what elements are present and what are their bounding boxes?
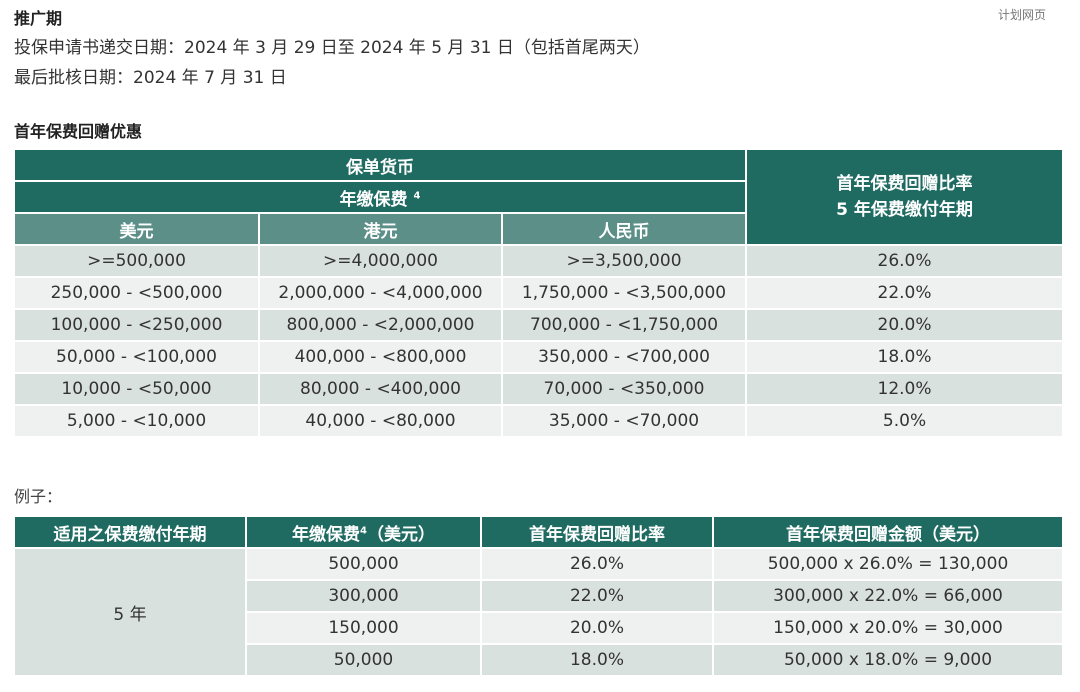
annual-premium-header: 年缴保费 4	[12, 180, 748, 214]
col-rmb-header: 人民币	[500, 212, 748, 246]
col-usd-header: 美元	[13, 212, 260, 246]
rate-cell: 26.0%	[745, 244, 1065, 278]
annual-premium-header-label: 年缴保费	[339, 189, 408, 210]
premium-cell: 300,000	[245, 579, 482, 613]
rate-cell: 12.0%	[745, 372, 1065, 406]
rmb-cell: >=3,500,000	[500, 244, 748, 278]
annual-premium-footnote: 4	[413, 189, 421, 201]
table-row: 10,000 - <50,000 80,000 - <400,000 70,00…	[13, 372, 1065, 406]
usd-cell: 250,000 - <500,000	[13, 276, 260, 310]
rmb-cell: 350,000 - <700,000	[500, 340, 748, 374]
rate-cell: 5.0%	[745, 404, 1065, 438]
table-row: >=500,000 >=4,000,000 >=3,500,000 26.0%	[13, 244, 1065, 278]
rmb-cell: 1,750,000 - <3,500,000	[500, 276, 748, 310]
rate-cell: 22.0%	[480, 579, 714, 613]
example-label: 例子：	[14, 487, 63, 506]
table-row: 150,000 20.0% 150,000 x 20.0% = 30,000	[14, 611, 1064, 645]
hkd-cell: 400,000 - <800,000	[258, 340, 503, 374]
premium-cell: 50,000	[245, 643, 482, 677]
rate-cell: 18.0%	[745, 340, 1065, 374]
usd-cell: >=500,000	[13, 244, 260, 278]
example-table: 适用之保费缴付年期 年缴保费4（美元） 首年保费回赠比率 首年保费回赠金额（美元…	[13, 515, 1064, 677]
application-period-text: 投保申请书递交日期：2024 年 3 月 29 日至 2024 年 5 月 31…	[14, 38, 650, 58]
col-hkd-header: 港元	[258, 212, 503, 246]
amount-cell: 300,000 x 22.0% = 66,000	[712, 579, 1064, 613]
table-row: 250,000 - <500,000 2,000,000 - <4,000,00…	[13, 276, 1065, 310]
table-row: 50,000 18.0% 50,000 x 18.0% = 9,000	[14, 643, 1064, 677]
usd-cell: 10,000 - <50,000	[13, 372, 260, 406]
col-amount-header: 首年保费回赠金额（美元）	[712, 515, 1064, 549]
usd-cell: 5,000 - <10,000	[13, 404, 260, 438]
promo-title: 推广期	[14, 9, 63, 28]
amount-cell: 50,000 x 18.0% = 9,000	[712, 643, 1064, 677]
table-row: 5,000 - <10,000 40,000 - <80,000 35,000 …	[13, 404, 1065, 438]
col-premium-header: 年缴保费4（美元）	[245, 515, 482, 549]
rmb-cell: 70,000 - <350,000	[500, 372, 748, 406]
term-cell: 5 年	[13, 547, 247, 677]
table-row: 50,000 - <100,000 400,000 - <800,000 350…	[13, 340, 1065, 374]
col-rate-header: 首年保费回赠比率	[480, 515, 714, 549]
rate-cell: 22.0%	[745, 276, 1065, 310]
amount-cell: 150,000 x 20.0% = 30,000	[712, 611, 1064, 645]
table-row: 100,000 - <250,000 800,000 - <2,000,000 …	[13, 308, 1065, 342]
rebate-rate-header-line2: 5 年保费缴付年期	[836, 200, 973, 220]
col-term-header: 适用之保费缴付年期	[13, 515, 247, 549]
rebate-rate-header: 首年保费回赠比率 5 年保费缴付年期	[745, 148, 1065, 246]
table-row: 5 年 500,000 26.0% 500,000 x 26.0% = 130,…	[13, 547, 1064, 677]
premium-cell: 150,000	[245, 611, 482, 645]
amount-cell: 500,000 x 26.0% = 130,000	[712, 547, 1064, 581]
usd-cell: 100,000 - <250,000	[13, 308, 260, 342]
hkd-cell: 80,000 - <400,000	[258, 372, 503, 406]
rmb-cell: 700,000 - <1,750,000	[500, 308, 748, 342]
rate-cell: 20.0%	[745, 308, 1065, 342]
policy-currency-header: 保单货币	[12, 148, 748, 182]
rebate-section-title: 首年保费回赠优惠	[14, 122, 143, 141]
usd-cell: 50,000 - <100,000	[13, 340, 260, 374]
page-label: 计划网页	[997, 8, 1046, 22]
rate-cell: 20.0%	[480, 611, 714, 645]
col-premium-header-label: 年缴保费	[292, 524, 361, 545]
col-premium-unit: （美元）	[366, 524, 435, 545]
rate-cell: 26.0%	[480, 547, 714, 581]
rebate-table: 保单货币 首年保费回赠比率 5 年保费缴付年期 年缴保费 4 美元 港元 人民币…	[12, 148, 1065, 438]
approval-date-text: 最后批核日期：2024 年 7 月 31 日	[14, 68, 287, 88]
rmb-cell: 35,000 - <70,000	[500, 404, 748, 438]
col-premium-footnote: 4	[360, 524, 367, 536]
table-row: 300,000 22.0% 300,000 x 22.0% = 66,000	[14, 579, 1064, 613]
hkd-cell: 800,000 - <2,000,000	[258, 308, 503, 342]
premium-cell: 500,000	[245, 547, 482, 581]
rate-cell: 18.0%	[480, 643, 714, 677]
hkd-cell: 40,000 - <80,000	[258, 404, 503, 438]
rebate-rate-header-line1: 首年保费回赠比率	[836, 174, 973, 194]
hkd-cell: >=4,000,000	[258, 244, 503, 278]
hkd-cell: 2,000,000 - <4,000,000	[258, 276, 503, 310]
